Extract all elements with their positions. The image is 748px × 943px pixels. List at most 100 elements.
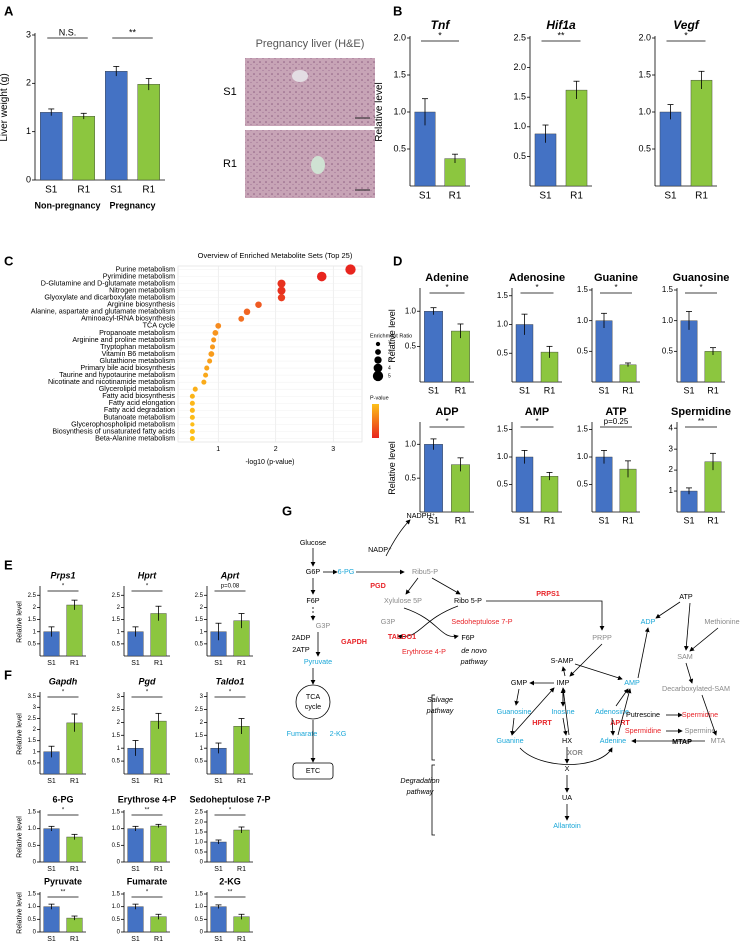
pathway-label: X	[565, 764, 570, 773]
group-label: Pregnancy	[109, 200, 155, 210]
y-tick-label: 1.0	[195, 904, 204, 910]
y-axis-label: Relative level	[16, 816, 23, 858]
pathway-label: Pyruvate	[304, 657, 332, 666]
bar	[424, 444, 443, 513]
pathway-label: GMP	[511, 678, 528, 687]
category-label: Butanoate metabolism	[103, 412, 175, 421]
chart-title: Sedoheptulose 7-P	[189, 794, 270, 804]
arrow	[569, 643, 603, 677]
x-tick-label: R1	[70, 778, 79, 785]
category-label: Nicotinate and nicotinamide metabolism	[48, 377, 175, 386]
y-tick-label: 1	[200, 629, 204, 635]
y-tick-label: 1.5	[112, 617, 121, 623]
chart-title: Fumarate	[127, 876, 168, 886]
bar	[451, 464, 470, 513]
dot	[189, 400, 195, 406]
y-tick-label: 0.5	[577, 480, 589, 489]
chart-title: ATP	[605, 406, 626, 418]
x-tick-label: S1	[428, 385, 439, 395]
category-label: Glutathione metabolism	[99, 356, 175, 365]
x-tick-label: S1	[519, 385, 530, 395]
significance-label: **	[129, 27, 137, 37]
legend-title: P-value	[370, 395, 389, 401]
chart-title: Gapdh	[49, 676, 78, 686]
y-tick-label: 1.0	[112, 904, 121, 910]
y-tick-label: 1.0	[577, 316, 589, 325]
y-axis-label: Relative level	[16, 892, 23, 934]
dot	[203, 372, 209, 378]
x-tick-label: R1	[622, 385, 634, 395]
y-tick-label: 2.5	[112, 593, 121, 599]
x-tick-label: R1	[77, 185, 90, 196]
y-tick-label: 2.5	[195, 593, 204, 599]
y-tick-label: 1.5	[195, 892, 204, 898]
x-tick-label: S1	[214, 660, 223, 667]
bar	[150, 825, 167, 863]
pathway-label: Salvage	[427, 695, 453, 704]
chart-title: Taldo1	[216, 676, 245, 686]
pathway-label: SAM	[677, 652, 693, 661]
pathway-label: Decarboxylated-SAM	[662, 684, 730, 693]
image-s1	[245, 58, 375, 126]
y-tick-label: 1.5	[28, 738, 37, 744]
y-tick-label: 2	[26, 78, 31, 88]
image-label: R1	[223, 158, 237, 170]
significance-label: *	[62, 808, 65, 814]
significance-label: *	[535, 283, 538, 292]
pathway-label: Allantoin	[553, 821, 581, 830]
bar	[137, 84, 160, 181]
y-axis-label: Relative level	[374, 82, 385, 141]
pathway-label: MTA	[711, 736, 726, 745]
bar	[150, 720, 167, 775]
chart-title: Hprt	[138, 570, 157, 580]
chart-title: ADP	[435, 406, 458, 418]
pathway-label: 6-PG	[338, 567, 355, 576]
y-tick-label: 0.5	[28, 760, 37, 766]
x-tick-label: R1	[455, 515, 467, 525]
pathway-label: APRT	[610, 718, 630, 727]
category-label: Glycerophospholipid metabolism	[71, 419, 175, 428]
x-tick-label: R1	[70, 660, 79, 667]
chart-title: Erythrose 4-P	[118, 794, 177, 804]
y-tick-label: 1.0	[662, 316, 674, 325]
y-tick-label: 0.5	[195, 850, 204, 856]
pathway-label: NADPH⁺	[407, 511, 436, 520]
bracket	[431, 764, 435, 836]
y-tick-label: 1.5	[28, 617, 37, 623]
y-tick-label: 0	[117, 930, 121, 936]
y-tick-label: 1.5	[513, 92, 526, 102]
category-label: Propanoate metabolism	[99, 328, 175, 337]
x-tick-label: S1	[131, 866, 140, 873]
category-label: Fatty acid degradation	[104, 405, 175, 414]
y-tick-label: 3	[26, 29, 31, 39]
significance-label: *	[229, 690, 232, 696]
category-label: Pyrimidine metabolism	[103, 271, 175, 280]
x-tick-label: R1	[695, 191, 708, 202]
pathway-label: pathway	[406, 787, 434, 796]
y-tick-label: 0.5	[393, 143, 406, 153]
arrow	[405, 577, 419, 595]
arrow	[519, 747, 613, 765]
y-tick-label: 4	[669, 423, 674, 432]
y-tick-label: 1.0	[577, 452, 589, 461]
x-tick-label: 2	[274, 446, 278, 453]
x-tick-label: R1	[70, 936, 79, 943]
dot	[212, 329, 219, 336]
category-label: Glyoxylate and dicarboxylate metabolism	[44, 293, 175, 302]
panel-label: D	[393, 253, 402, 268]
chart-title: Aprt	[220, 570, 240, 580]
pathway-label: G3P	[316, 621, 331, 630]
significance-label: *	[684, 30, 688, 40]
category-label: Alanine, aspartate and glutamate metabol…	[31, 307, 175, 316]
y-tick-label: 0.5	[497, 348, 509, 357]
pathway-label: Degradation	[400, 776, 439, 785]
y-tick-label: 2.0	[638, 32, 651, 42]
pathway-label: Erythrose 4-P	[402, 647, 446, 656]
bar	[565, 89, 588, 187]
y-tick-label: 1	[117, 629, 121, 635]
arrow	[511, 687, 555, 736]
x-tick-label: S1	[214, 866, 223, 873]
arrow	[701, 694, 717, 736]
y-tick-label: 0.5	[112, 917, 121, 923]
y-tick-label: 0.5	[195, 759, 204, 765]
